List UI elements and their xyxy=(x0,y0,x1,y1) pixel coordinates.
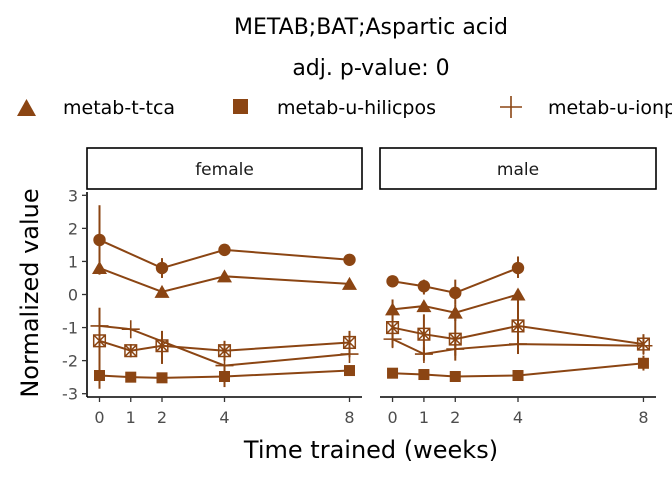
data-point-circle xyxy=(386,275,399,288)
data-point-circle xyxy=(155,261,169,275)
data-point-square xyxy=(94,370,105,382)
data-point-triangle xyxy=(154,284,170,298)
x-tick-label: 4 xyxy=(513,408,523,427)
legend-square-icon xyxy=(233,99,248,114)
data-point-boxcross xyxy=(385,321,400,335)
legend: metab-t-tca metab-u-hilicpos metab-u-ion… xyxy=(17,96,672,119)
data-point-triangle xyxy=(447,305,463,319)
series-circle xyxy=(386,256,525,305)
x-tick-label: 1 xyxy=(126,408,136,427)
data-point-boxcross xyxy=(417,327,431,341)
data-point-boxcross xyxy=(511,319,525,333)
strip-box xyxy=(379,147,657,190)
series-square xyxy=(94,362,355,389)
x-tick-label: 2 xyxy=(450,408,460,427)
x-tick-label: 4 xyxy=(219,408,229,427)
data-point-circle xyxy=(449,286,462,300)
series-line xyxy=(392,267,519,294)
x-axis: 0 1 2 4 8 xyxy=(380,396,656,427)
x-axis-title: Time trained (weeks) xyxy=(243,436,498,464)
legend-plus-icon xyxy=(500,96,522,118)
strip-label-female: female xyxy=(195,160,254,180)
series-line xyxy=(99,267,350,293)
data-point-boxcross xyxy=(217,344,232,358)
data-point-triangle xyxy=(92,261,107,275)
data-point-circle xyxy=(511,261,525,275)
x-tick-label: 8 xyxy=(344,408,354,427)
data-point-square xyxy=(512,370,524,382)
series-boxcross xyxy=(385,297,651,361)
y-tick-label: -2 xyxy=(62,352,78,371)
series-circle xyxy=(93,205,356,278)
panel-male: male 0 1 2 4 8 xyxy=(379,147,657,427)
legend-item-metab-u-ionpneg: metab-u-ionpneg xyxy=(500,96,672,119)
series-square xyxy=(387,355,649,382)
x-tick-label: 1 xyxy=(419,408,429,427)
series-line xyxy=(392,293,519,314)
data-point-triangle xyxy=(217,269,232,283)
x-tick-label: 2 xyxy=(157,408,167,427)
data-point-circle xyxy=(93,233,106,247)
data-point-circle xyxy=(417,280,431,293)
strip-label-male: male xyxy=(497,160,539,180)
y-axis-title: Normalized value xyxy=(16,188,44,397)
y-tick-label: 1 xyxy=(68,252,78,271)
series-triangle xyxy=(92,261,357,298)
legend-item-metab-u-hilicpos: metab-u-hilicpos xyxy=(233,97,436,119)
x-tick-label: 0 xyxy=(387,408,397,427)
legend-item-metab-t-tca: metab-t-tca xyxy=(17,97,175,119)
data-point-triangle xyxy=(416,299,432,313)
data-point-square xyxy=(344,365,355,377)
panel-marks xyxy=(90,205,359,389)
chart-subtitle: adj. p-value: 0 xyxy=(292,56,449,81)
data-point-triangle xyxy=(385,302,401,316)
y-tick-label: 2 xyxy=(68,219,78,238)
x-tick-label: 0 xyxy=(94,408,104,427)
data-point-boxcross xyxy=(92,334,107,348)
legend-label: metab-u-ionpneg xyxy=(548,97,672,119)
data-point-boxcross xyxy=(636,337,651,351)
y-tick-label: -3 xyxy=(62,385,78,404)
series-line xyxy=(99,239,350,270)
data-point-plus xyxy=(121,320,140,339)
chart-title: METAB;BAT;Aspartic acid xyxy=(234,15,508,40)
data-point-square xyxy=(387,367,399,379)
data-point-square xyxy=(449,371,461,382)
panel-female: female 0 1 2 4 8 xyxy=(86,147,363,427)
data-point-square xyxy=(219,371,230,382)
x-tick-label: 8 xyxy=(638,408,648,427)
y-tick-label: 0 xyxy=(68,286,78,305)
data-point-circle xyxy=(343,253,356,266)
data-point-triangle xyxy=(510,287,526,301)
data-point-square xyxy=(637,357,649,369)
data-point-circle xyxy=(218,243,231,257)
legend-label: metab-t-tca xyxy=(63,97,175,119)
y-tick-label: -1 xyxy=(62,319,78,338)
data-point-square xyxy=(418,369,430,381)
panel-marks xyxy=(383,256,653,382)
legend-triangle-icon xyxy=(17,99,36,116)
data-point-boxcross xyxy=(342,335,357,349)
data-point-boxcross xyxy=(155,339,169,353)
y-tick-label: 3 xyxy=(68,186,78,205)
data-point-boxcross xyxy=(124,344,138,358)
strip-box xyxy=(86,147,363,190)
series-boxcross xyxy=(92,307,357,364)
data-point-triangle xyxy=(342,276,357,290)
data-point-boxcross xyxy=(448,332,462,346)
x-axis: 0 1 2 4 8 xyxy=(87,396,362,427)
data-point-square xyxy=(156,372,168,384)
series-triangle xyxy=(385,287,526,321)
y-axis: 3 2 1 0 -1 -2 -3 xyxy=(62,186,88,404)
data-point-square xyxy=(125,371,137,383)
legend-label: metab-u-hilicpos xyxy=(277,97,436,119)
